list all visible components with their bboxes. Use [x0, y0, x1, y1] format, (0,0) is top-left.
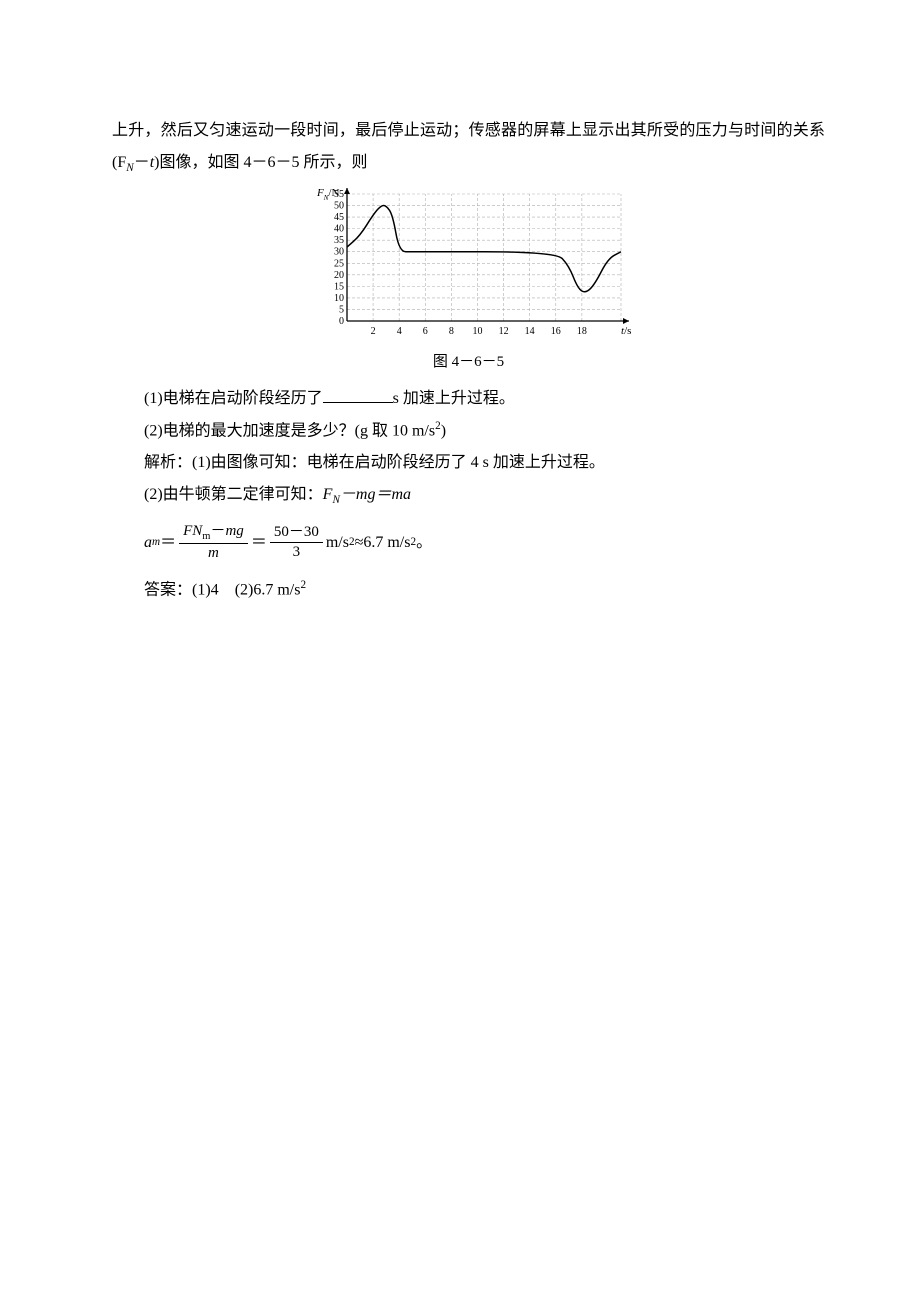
subscript: m: [152, 534, 160, 552]
svg-text:2: 2: [370, 326, 375, 337]
text: mg: [225, 523, 243, 539]
answer-2: (2)6.7 m/s: [235, 581, 301, 598]
svg-text:5: 5: [339, 304, 344, 315]
fraction-1: FNm－mg m: [179, 522, 248, 564]
svg-text:10: 10: [472, 326, 482, 337]
text: －: [134, 154, 150, 171]
force-time-chart: 051015202530354045505524681012141618FN/N…: [289, 186, 649, 341]
svg-text:30: 30: [334, 246, 344, 257]
svg-text:15: 15: [334, 281, 344, 292]
answer-label: 答案：: [144, 581, 192, 598]
numerator: FNm－mg: [179, 522, 248, 545]
solution-2: (2)由牛顿第二定律可知：FN－mg＝ma: [112, 479, 825, 512]
svg-text:45: 45: [334, 212, 344, 223]
text: (2)电梯的最大加速度是多少？(g 取 10 m/s: [144, 422, 435, 439]
text: FN: [183, 523, 202, 539]
text: (2)由牛顿第二定律可知：: [144, 486, 323, 503]
solution-1: 解析：(1)由图像可知：电梯在启动阶段经历了 4 s 加速上升过程。: [112, 447, 825, 479]
paragraph-context: 上升，然后又匀速运动一段时间，最后停止运动；传感器的屏幕上显示出其所受的压力与时…: [112, 115, 825, 180]
text: s 加速上升过程。: [393, 390, 515, 407]
svg-text:25: 25: [334, 258, 344, 269]
answer-line: 答案：(1)4 (2)6.7 m/s2: [112, 574, 825, 606]
equation: －mg＝ma: [340, 486, 411, 503]
spacer: [219, 581, 235, 598]
denominator: m: [204, 544, 223, 564]
question-1: (1)电梯在启动阶段经历了 s 加速上升过程。: [112, 383, 825, 415]
text: )图像，如图 4－6－5 所示，则: [154, 154, 367, 171]
text: －: [210, 523, 225, 539]
unit: m/s: [326, 530, 349, 556]
svg-text:50: 50: [334, 200, 344, 211]
svg-text:16: 16: [550, 326, 560, 337]
svg-text:40: 40: [334, 223, 344, 234]
formula-acceleration: am ＝ FNm－mg m ＝ 50－30 3 m/s2≈6.7 m/s2。: [144, 522, 825, 564]
svg-text:6: 6: [422, 326, 427, 337]
svg-text:35: 35: [334, 235, 344, 246]
svg-text:t/s: t/s: [621, 325, 631, 337]
var-a: a: [144, 530, 152, 556]
svg-text:14: 14: [524, 326, 534, 337]
svg-text:0: 0: [339, 316, 344, 327]
denominator: 3: [289, 543, 305, 563]
numerator: 50－30: [270, 523, 323, 544]
chart-figure: 051015202530354045505524681012141618FN/N…: [112, 186, 825, 346]
question-2: (2)电梯的最大加速度是多少？(g 取 10 m/s2): [112, 415, 825, 447]
approx: ≈6.7 m/s: [355, 530, 411, 556]
superscript: 2: [300, 579, 306, 591]
equals: ＝: [251, 530, 267, 556]
fill-blank: [323, 385, 393, 403]
period: 。: [416, 530, 432, 556]
equals: ＝: [160, 530, 176, 556]
text: ): [441, 422, 446, 439]
svg-text:4: 4: [396, 326, 401, 337]
text: (1)电梯在启动阶段经历了: [144, 390, 323, 407]
svg-text:10: 10: [334, 293, 344, 304]
subscript: N: [126, 162, 133, 174]
var-F: F: [323, 486, 333, 503]
answer-1: (1)4: [192, 581, 219, 598]
subscript: N: [332, 494, 339, 506]
svg-text:12: 12: [498, 326, 508, 337]
svg-text:8: 8: [448, 326, 453, 337]
svg-text:18: 18: [576, 326, 586, 337]
figure-caption: 图 4－6－5: [112, 350, 825, 371]
svg-text:20: 20: [334, 269, 344, 280]
fraction-2: 50－30 3: [270, 523, 323, 563]
